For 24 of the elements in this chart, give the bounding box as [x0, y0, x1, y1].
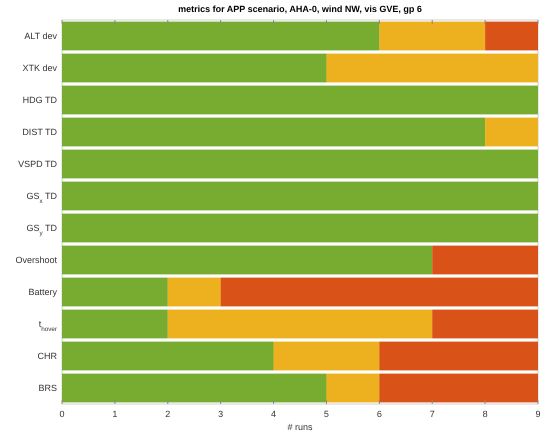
- y-tick-label: Overshoot: [15, 255, 58, 265]
- x-tick-label: 2: [165, 409, 170, 419]
- y-tick-label: GS$_{y}$ TD: [26, 223, 58, 236]
- x-tick-label: 4: [271, 409, 276, 419]
- y-tick-label: ALT dev: [24, 31, 58, 41]
- x-tick-label: 3: [218, 409, 224, 419]
- y-tick-label: XTK dev: [22, 63, 58, 73]
- x-tick-label: 8: [482, 409, 488, 419]
- y-tick-label: HDG TD: [22, 95, 58, 105]
- x-tick-label: 7: [430, 409, 435, 419]
- x-tick-label: 9: [535, 409, 541, 419]
- x-tick-label: 6: [376, 409, 382, 419]
- x-tick-label: 1: [112, 409, 118, 419]
- y-tick-label: VSPD TD: [18, 159, 58, 169]
- chart-title: metrics for APP scenario, AHA-0, wind NW, vis GVE, gp 6: [178, 4, 422, 14]
- y-tick-label: BRS: [38, 383, 57, 393]
- y-tick-label: DIST TD: [22, 127, 58, 137]
- x-axis-title: # runs: [287, 422, 314, 432]
- x-tick-label: 0: [59, 409, 65, 419]
- y-tick-label: CHR: [38, 351, 58, 361]
- y-tick-label: GS$_{x}$ TD: [26, 191, 58, 204]
- y-tick-label: t$_{hover}$: [38, 319, 57, 332]
- y-tick-label: Battery: [28, 287, 58, 297]
- x-tick-label: 5: [324, 409, 329, 419]
